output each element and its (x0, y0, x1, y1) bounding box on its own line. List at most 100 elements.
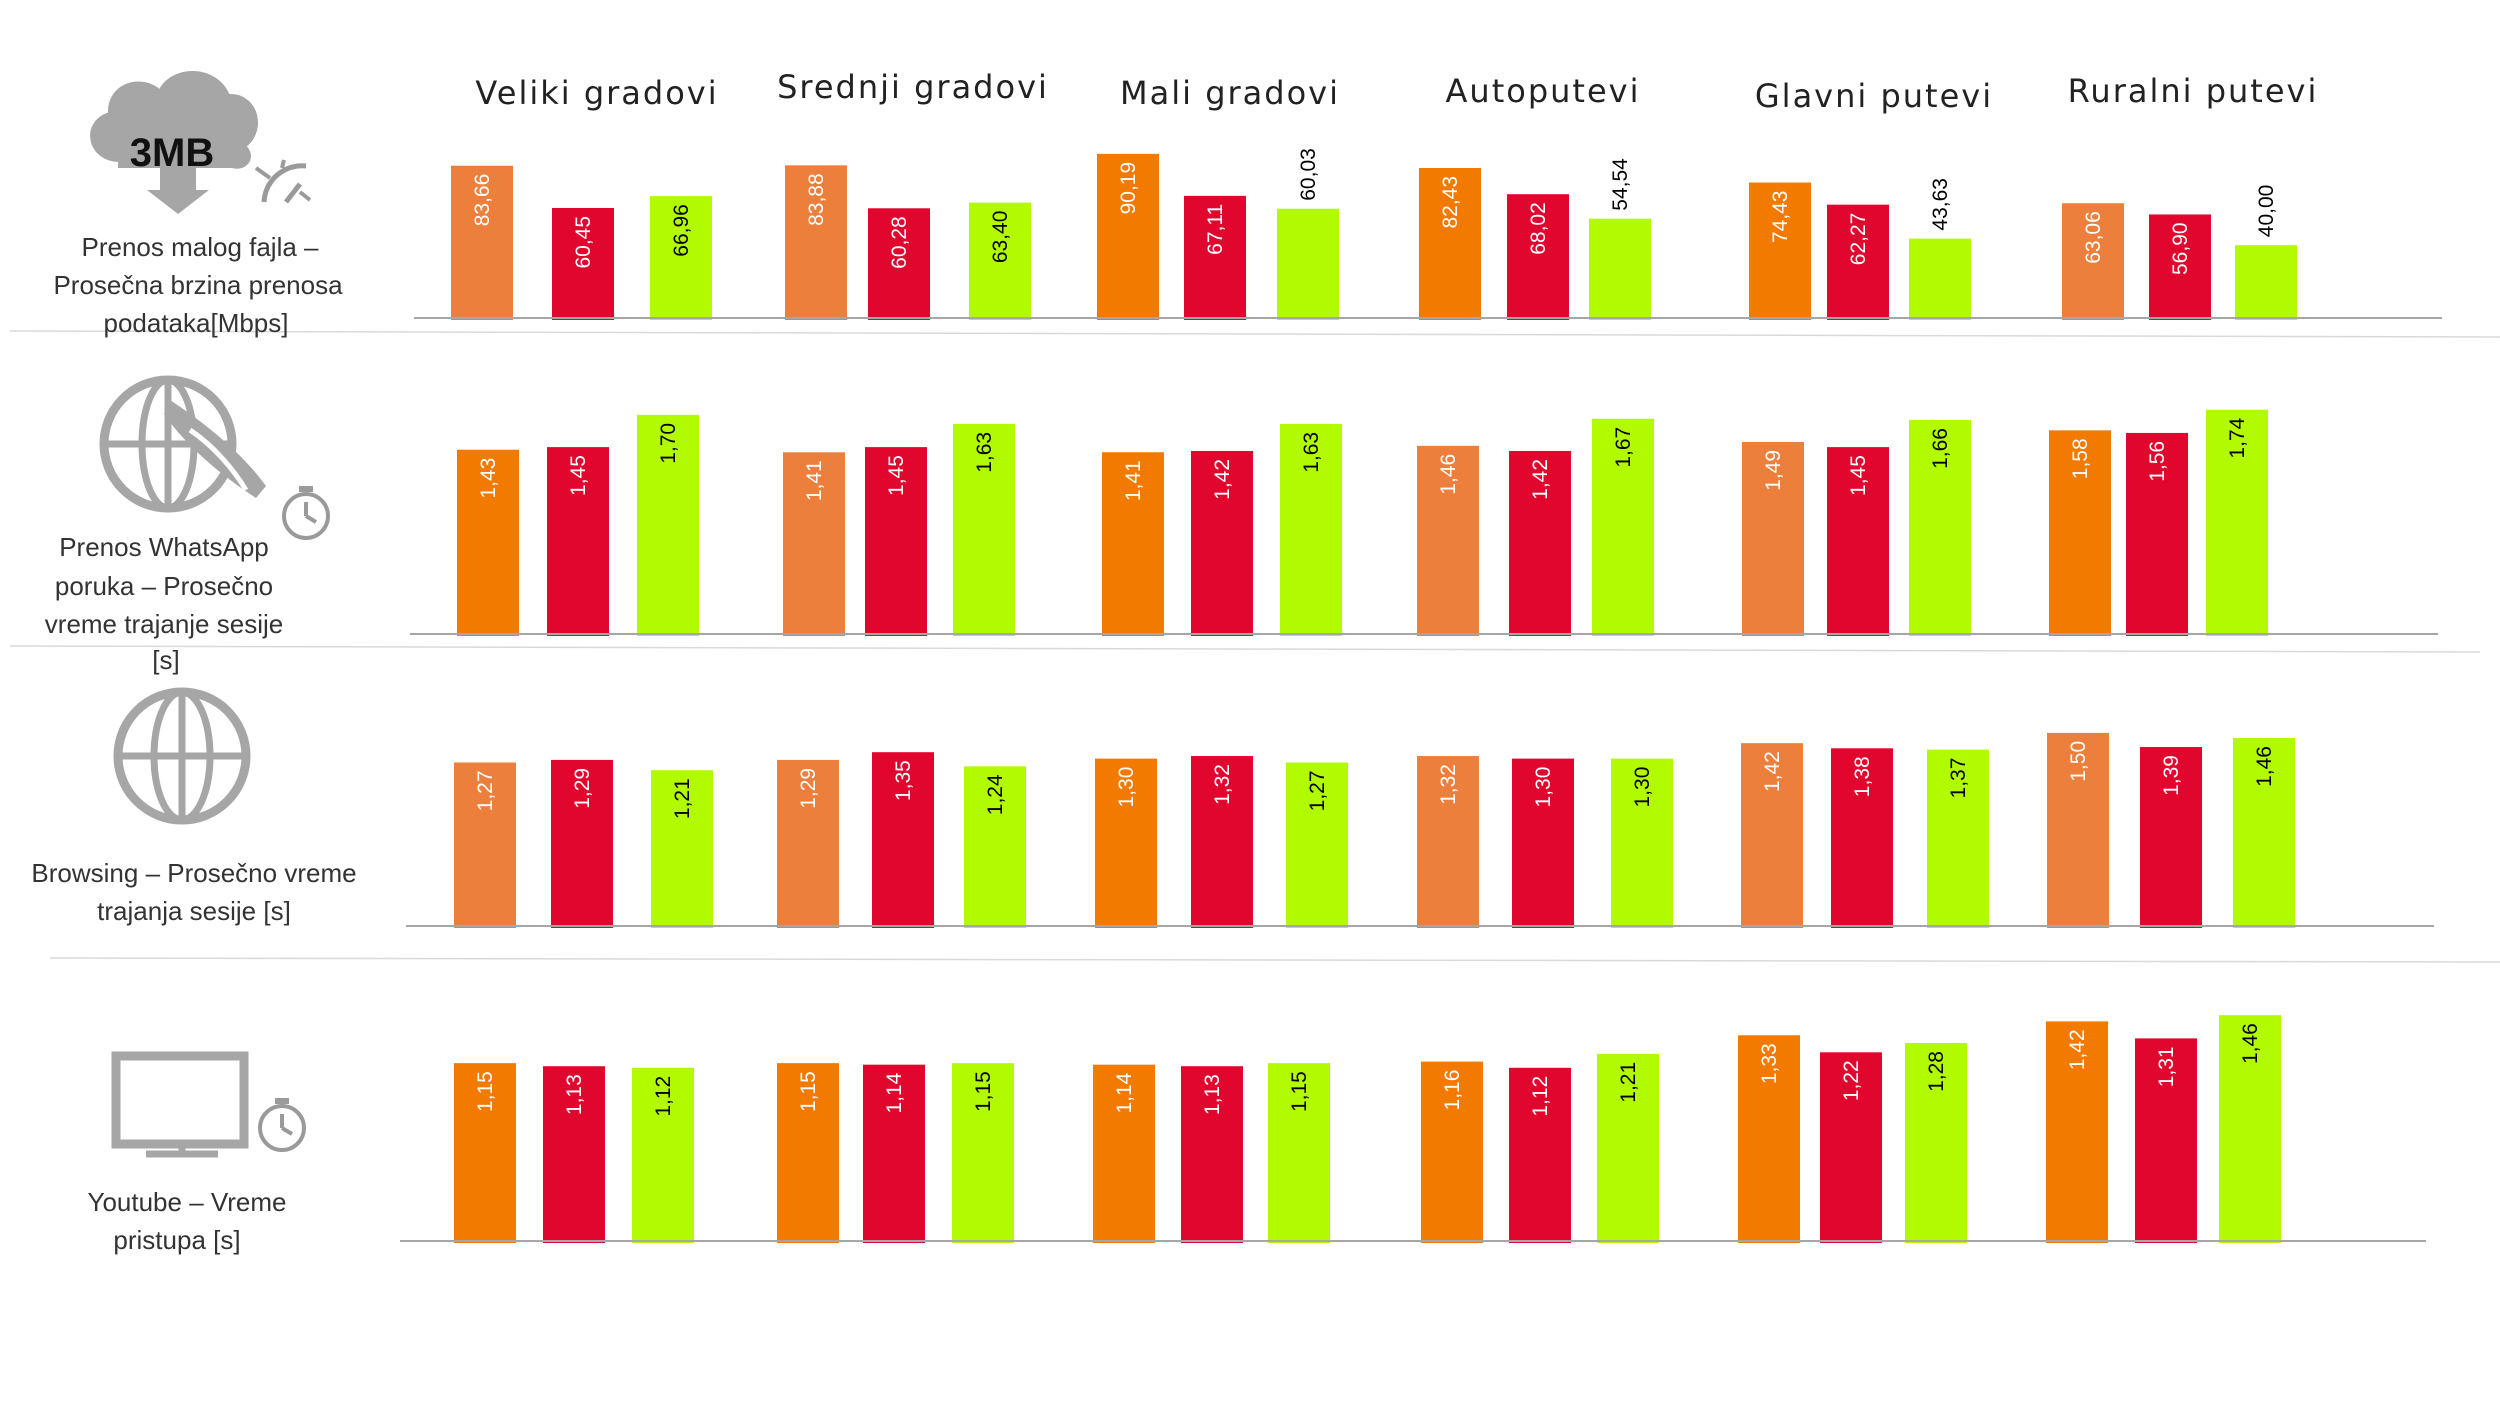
bar-browsing-0-2 (651, 770, 713, 928)
bar-whatsapp-5-1 (2126, 432, 2188, 636)
value-label: 1,29 (571, 768, 594, 809)
value-label: 67,11 (1204, 204, 1227, 255)
value-label: 82,43 (1439, 176, 1462, 229)
category-label: Autoputevi (1446, 72, 1641, 110)
value-label: 1,45 (567, 455, 590, 496)
bar-whatsapp-4-0 (1742, 441, 1804, 636)
value-label: 1,30 (1631, 767, 1654, 808)
bar-youtube-2-2 (1268, 1063, 1330, 1243)
bar-whatsapp-1-2 (953, 423, 1015, 636)
category-label: Mali gradovi (1120, 74, 1340, 112)
value-label: 74,43 (1769, 191, 1792, 244)
bar-youtube-2-1 (1181, 1066, 1243, 1243)
value-label: 1,30 (1532, 767, 1555, 808)
value-label: 1,31 (2155, 1046, 2178, 1087)
bar-browsing-3-1 (1512, 758, 1574, 928)
value-label: 1,12 (652, 1076, 675, 1117)
bar-browsing-1-2 (964, 766, 1026, 928)
bar-browsing-4-0 (1741, 743, 1803, 928)
panel-whatsapp-header: Prenos WhatsApp poruka – Prosečno vreme … (45, 375, 330, 675)
value-label: 1,33 (1758, 1043, 1781, 1084)
value-label: 1,46 (1437, 454, 1460, 495)
value-label: 66,96 (670, 204, 693, 257)
bar-file-1-0 (785, 165, 847, 320)
bar-file-2-1 (1184, 195, 1246, 320)
bar-browsing-2-2 (1286, 762, 1348, 928)
bar-file-5-1 (2149, 214, 2211, 320)
value-label: 1,28 (1925, 1051, 1948, 1092)
category-label: Glavni putevi (1755, 77, 1993, 115)
panel-title-line: poruka – Prosečno (55, 571, 273, 601)
globe-icon (113, 687, 251, 825)
panel-title-line: vreme trajanje sesije (45, 609, 283, 639)
value-label: 63,06 (2082, 211, 2105, 264)
value-label: 1,15 (1288, 1071, 1311, 1112)
bar-file-5-0 (2062, 203, 2124, 320)
bar-whatsapp-2-1 (1191, 450, 1253, 636)
value-label: 1,27 (474, 770, 497, 811)
value-label: 1,14 (1113, 1072, 1136, 1113)
bar-youtube-4-0 (1738, 1035, 1800, 1243)
value-label: 1,37 (1947, 758, 1970, 799)
bar-file-3-2 (1589, 218, 1651, 320)
bar-youtube-1-0 (777, 1063, 839, 1243)
bar-file-3-0 (1419, 167, 1481, 320)
value-label: 1,63 (973, 432, 996, 473)
bar-whatsapp-0-2 (637, 414, 699, 636)
bar-file-3-1 (1507, 194, 1569, 320)
value-label: 1,46 (2253, 746, 2276, 787)
bar-browsing-2-0 (1095, 758, 1157, 928)
panel-title-line: Browsing – Prosečno vreme (31, 858, 356, 888)
file-size-label: 3MB (130, 131, 214, 175)
bar-file-4-0 (1749, 182, 1811, 320)
value-label: 1,13 (563, 1074, 586, 1115)
category-headers: Veliki gradovi Srednji gradovi Mali grad… (475, 68, 2316, 115)
bar-youtube-2-0 (1093, 1064, 1155, 1243)
bar-file-1-1 (868, 208, 930, 320)
value-label: 1,15 (972, 1071, 995, 1112)
panel-title-line: Prenos WhatsApp (59, 532, 269, 562)
value-label: 60,28 (888, 216, 911, 269)
value-label: 1,49 (1762, 450, 1785, 491)
value-label: 54,54 (1609, 158, 1632, 211)
bar-file-0-1 (552, 207, 614, 320)
bar-whatsapp-0-1 (547, 447, 609, 636)
cloud-download-speed-icon: 3MB (90, 71, 312, 214)
value-label: 1,43 (477, 458, 500, 499)
value-label: 1,32 (1211, 764, 1234, 805)
value-labels-layer: 83,66 60,45 66,96 83,88 60,28 63,40 90,19 67,11… (471, 148, 2278, 1116)
value-label: 90,19 (1117, 162, 1140, 215)
value-label: 1,74 (2226, 417, 2249, 458)
value-label: 1,45 (885, 455, 908, 496)
bar-youtube-5-1 (2135, 1038, 2197, 1243)
bar-whatsapp-0-0 (457, 449, 519, 636)
value-label: 1,16 (1441, 1070, 1464, 1111)
separator (49, 957, 2500, 963)
value-label: 1,67 (1612, 427, 1635, 468)
value-label: 1,35 (892, 760, 915, 801)
panel-title-line: Youtube – Vreme (88, 1187, 287, 1217)
panel-browsing-header: Browsing – Prosečno vreme trajanja sesij… (31, 687, 357, 926)
value-label: 1,29 (797, 768, 820, 809)
bar-whatsapp-3-0 (1417, 445, 1479, 636)
panel-title-line: [s] (152, 645, 179, 675)
bar-file-0-0 (451, 165, 513, 320)
bar-youtube-1-2 (952, 1063, 1014, 1243)
bar-youtube-5-2 (2219, 1015, 2281, 1243)
panel-title-line: trajanja sesije [s] (97, 896, 291, 926)
bar-youtube-0-0 (454, 1063, 516, 1243)
value-label: 1,66 (1929, 428, 1952, 469)
value-label: 1,14 (883, 1072, 906, 1113)
bar-browsing-4-2 (1927, 749, 1989, 928)
bar-browsing-4-1 (1831, 748, 1893, 928)
bar-browsing-0-0 (454, 762, 516, 928)
value-label: 1,12 (1529, 1076, 1552, 1117)
value-label: 1,42 (1529, 459, 1552, 500)
bar-youtube-0-2 (632, 1067, 694, 1243)
value-label: 1,21 (671, 778, 694, 819)
separator (9, 645, 2481, 653)
value-label: 1,13 (1201, 1074, 1224, 1115)
bar-whatsapp-2-0 (1102, 452, 1164, 636)
bar-whatsapp-5-0 (2049, 430, 2111, 636)
value-label: 1,38 (1851, 756, 1874, 797)
